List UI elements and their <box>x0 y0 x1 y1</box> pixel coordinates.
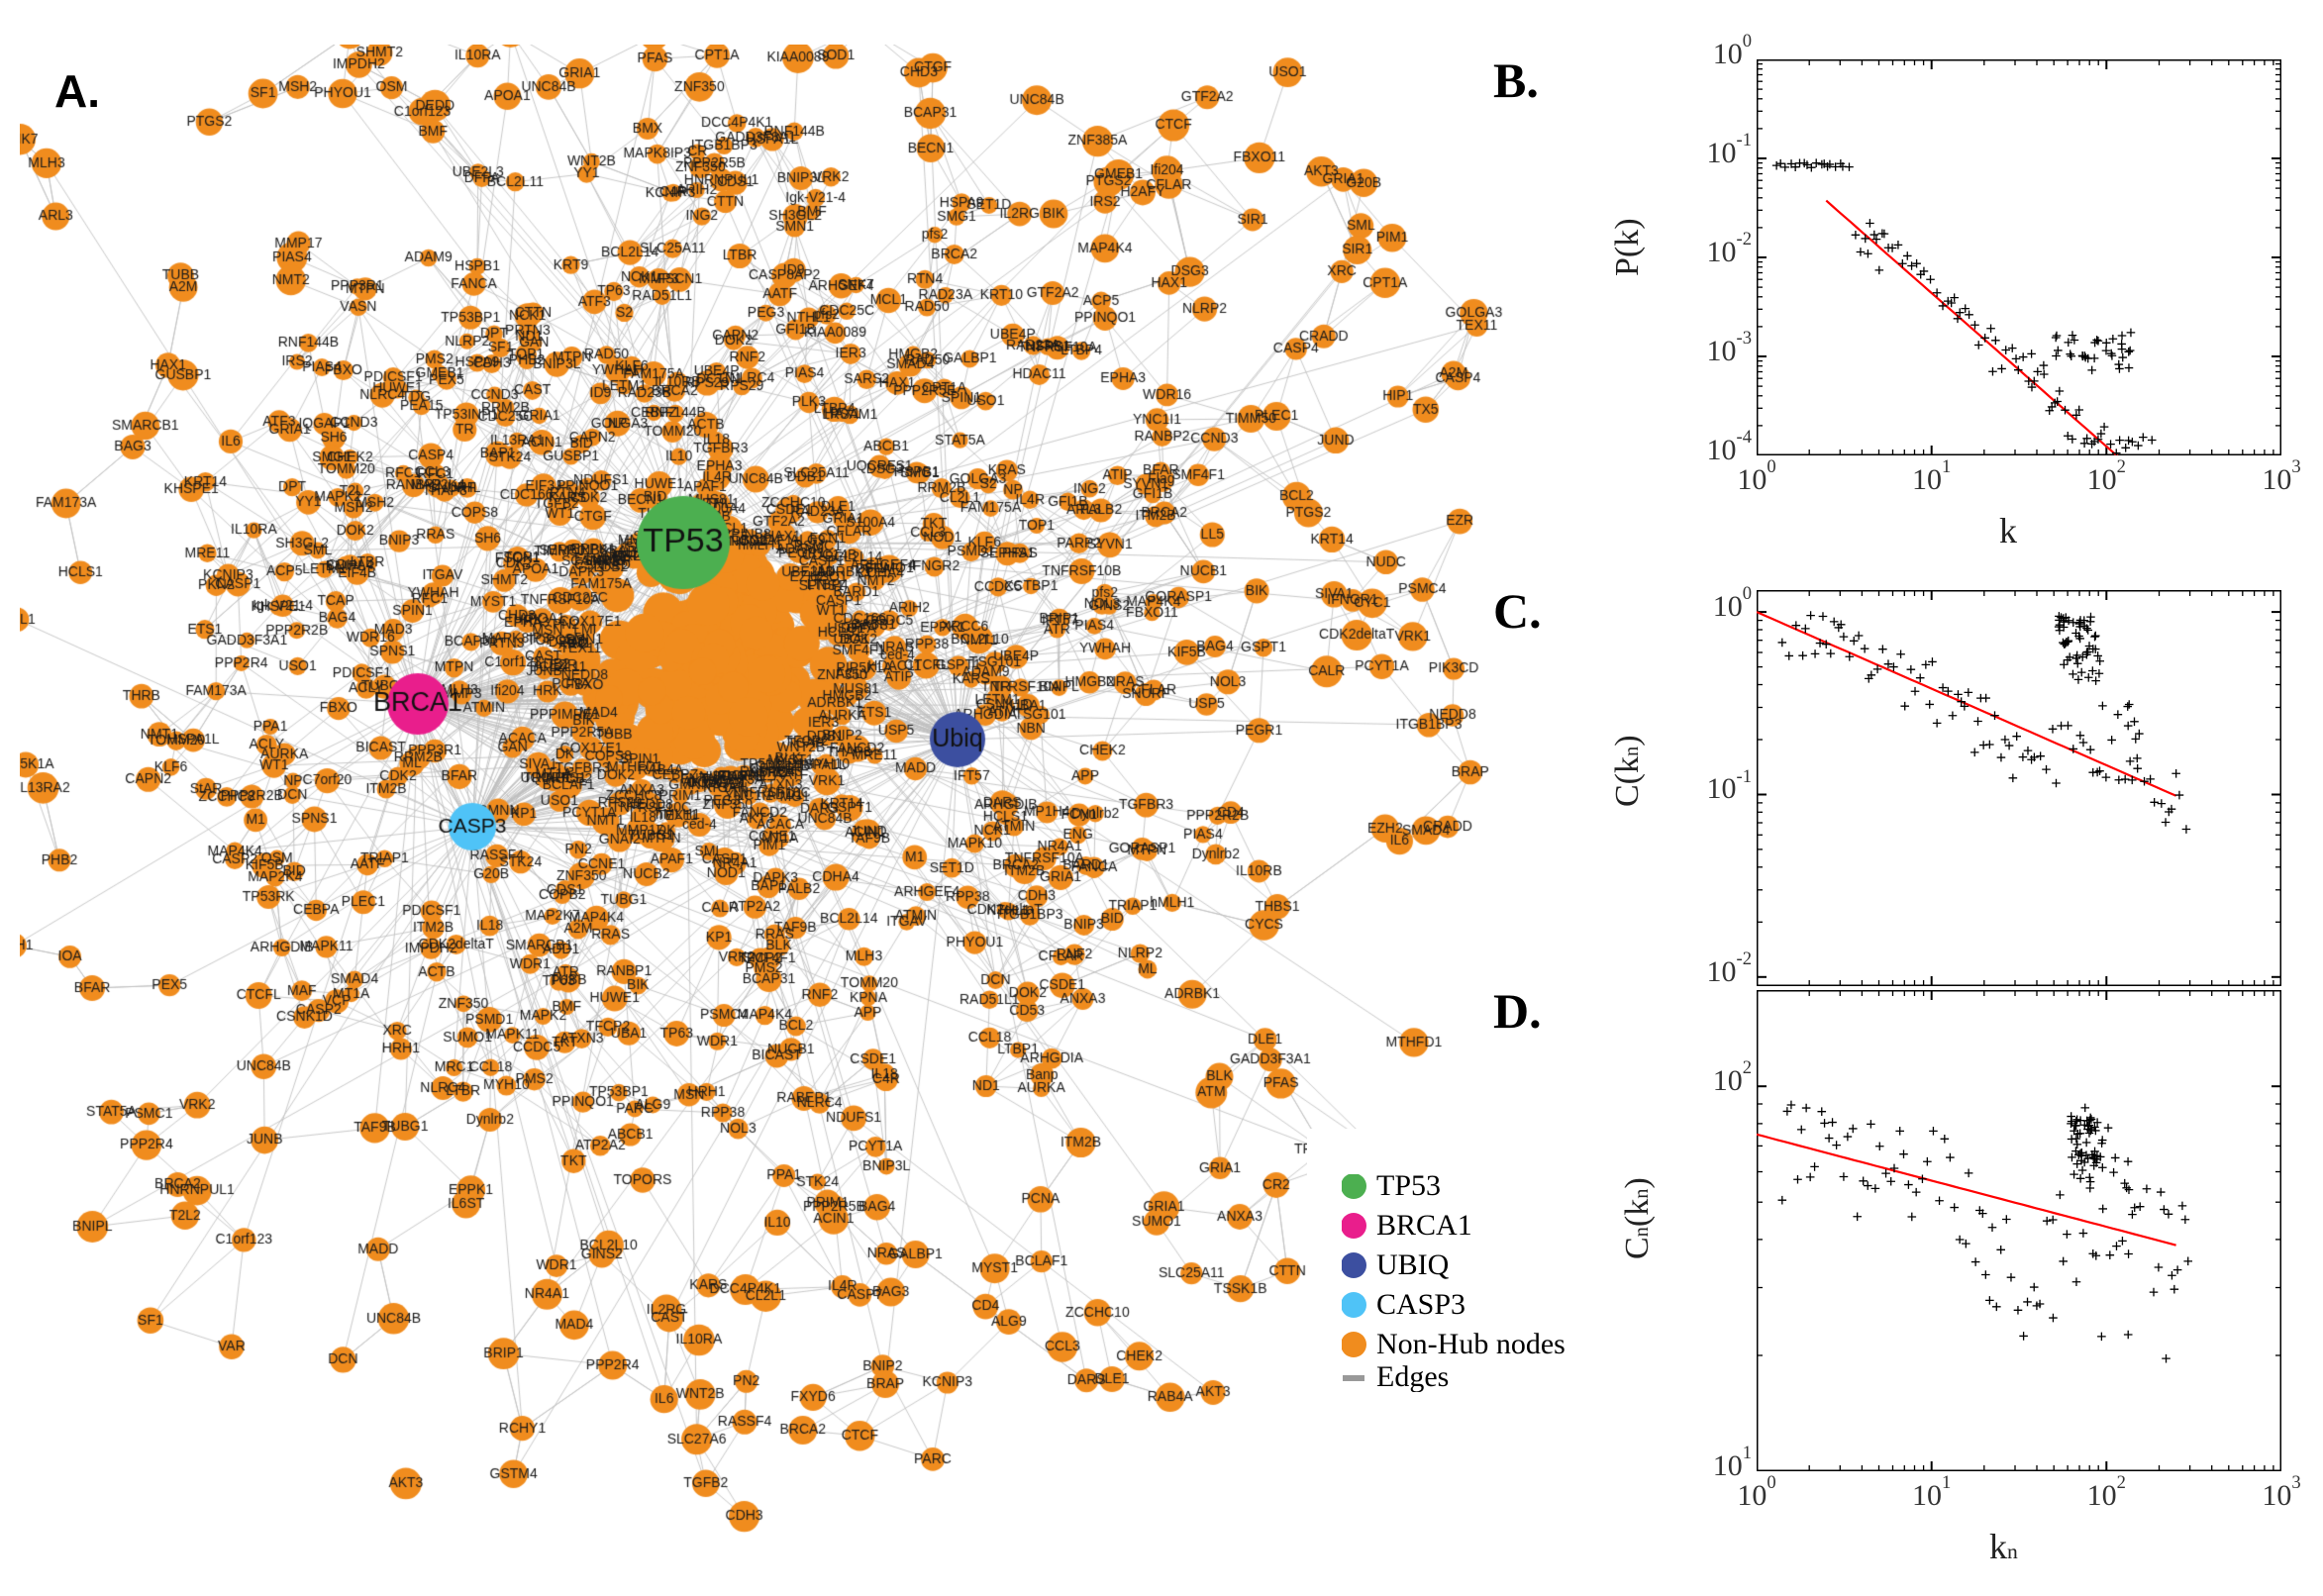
svg-text:BRCA1: BRCA1 <box>1376 1209 1472 1242</box>
svg-text:Non-Hub nodes: Non-Hub nodes <box>1376 1328 1566 1360</box>
svg-text:UBIQ: UBIQ <box>1376 1248 1450 1281</box>
svg-text:TP53: TP53 <box>1376 1174 1441 1202</box>
svg-text:CASP3: CASP3 <box>1376 1288 1465 1321</box>
svg-text:Edges: Edges <box>1376 1360 1449 1392</box>
